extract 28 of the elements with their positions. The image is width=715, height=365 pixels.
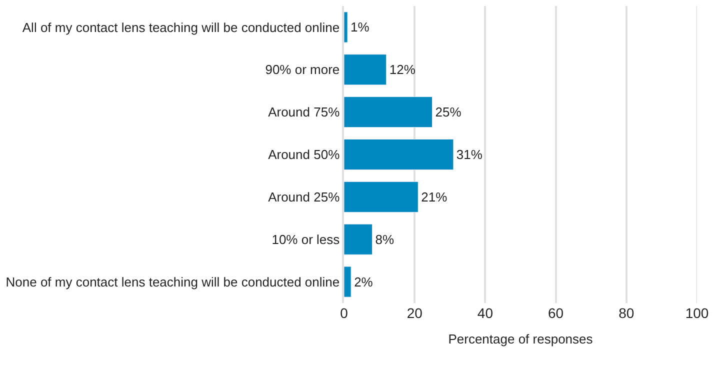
bar <box>344 12 348 43</box>
x-tick-label: 20 <box>406 305 423 321</box>
bar <box>344 181 418 212</box>
x-tick-label: 0 <box>340 305 348 321</box>
y-tick-label: 10% or less <box>272 232 340 247</box>
x-tick-label: 100 <box>685 305 709 321</box>
data-label: 21% <box>421 189 448 204</box>
bar <box>344 224 372 255</box>
y-tick-label: 90% or more <box>265 62 340 78</box>
x-tick-label: 80 <box>618 305 634 321</box>
bar <box>344 96 432 128</box>
y-tick-label: Around 25% <box>268 189 340 204</box>
data-label: 25% <box>435 104 462 120</box>
bar <box>344 266 352 298</box>
x-axis-title: Percentage of responses <box>448 332 594 347</box>
data-label: 31% <box>456 147 483 162</box>
y-tick-label: None of my contact lens teaching will be conducted online <box>6 274 340 290</box>
data-label: 2% <box>354 274 374 290</box>
y-tick-label: Around 50% <box>268 147 340 162</box>
bar <box>344 54 387 86</box>
y-tick-label: Around 75% <box>268 104 340 120</box>
data-label: 12% <box>389 62 416 78</box>
bar <box>344 138 454 170</box>
data-label: 1% <box>350 20 370 35</box>
data-label: 8% <box>375 232 394 247</box>
x-tick-label: 60 <box>548 305 564 321</box>
y-tick-label: All of my contact lens teaching will be conducted online <box>22 20 340 35</box>
x-tick-label: 40 <box>477 305 494 321</box>
